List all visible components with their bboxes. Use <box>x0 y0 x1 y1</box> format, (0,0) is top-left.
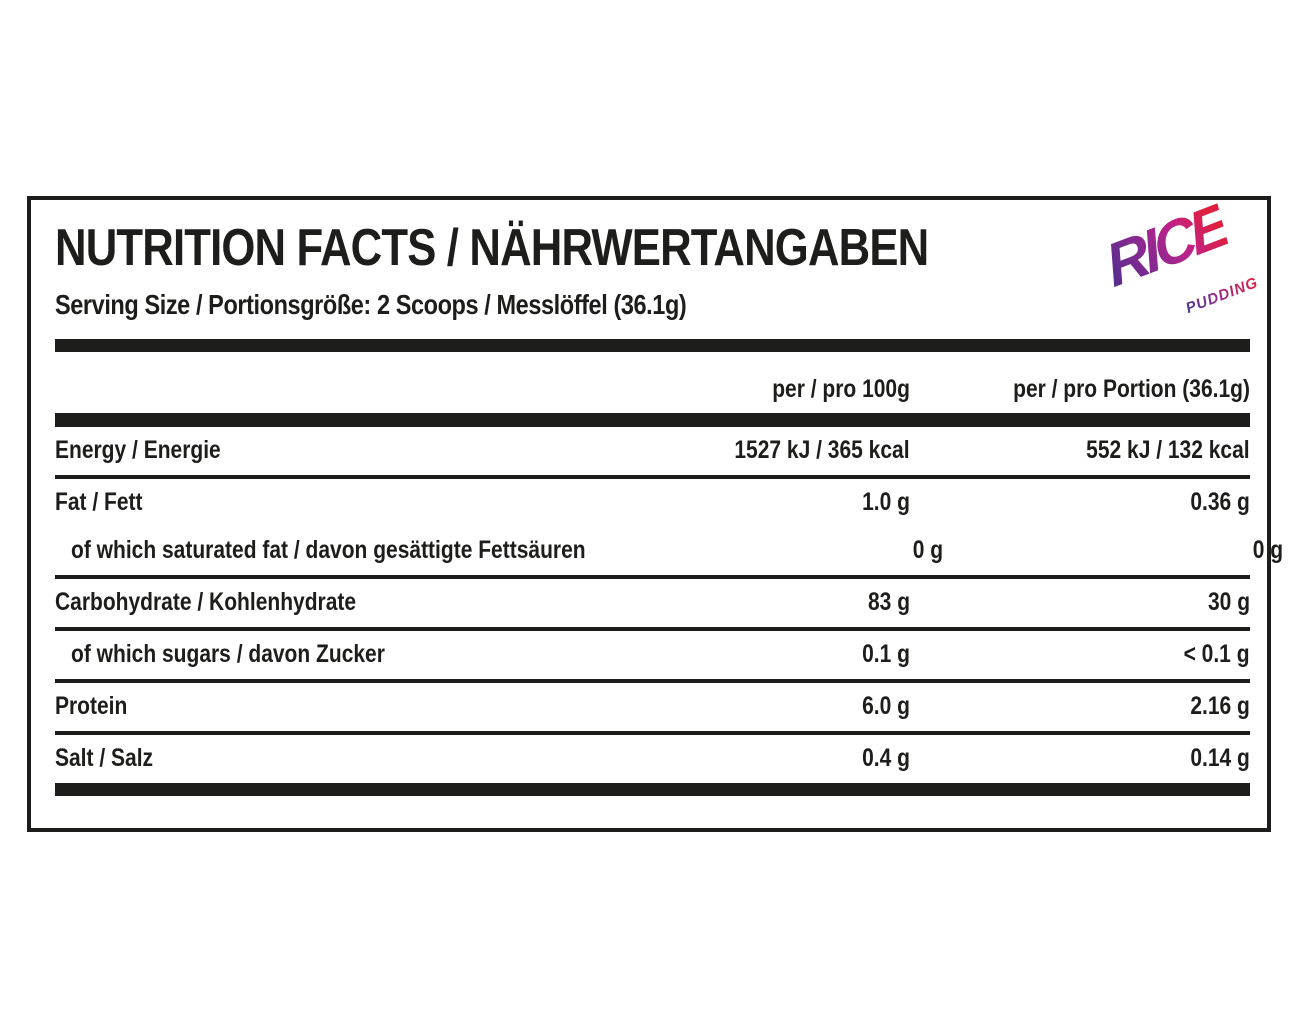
row-value-per-100g: 83 g <box>867 588 910 617</box>
row-label: Fat / Fett <box>55 488 143 517</box>
row-value-per-100g: 1.0 g <box>862 488 910 517</box>
table-row-saturated-fat: of which saturated fat / davon gesättigt… <box>55 527 1284 575</box>
row-label: Protein <box>55 692 128 721</box>
table-row-fat: Fat / Fett 1.0 g 0.36 g <box>55 479 1250 527</box>
row-value-per-100g: 1527 kJ / 365 kcal <box>734 436 910 465</box>
separator-bar-bottom <box>55 782 1250 796</box>
row-value-per-portion: < 0.1 g <box>1184 640 1250 669</box>
row-divider <box>55 574 1250 579</box>
row-value-per-100g: 0.1 g <box>862 640 910 669</box>
row-divider <box>55 678 1250 683</box>
row-value-per-portion: 0.36 g <box>1190 488 1250 517</box>
brand-subname-pudding: PUDDING <box>1183 273 1261 318</box>
serving-size-line: Serving Size / Portionsgröße: 2 Scoops /… <box>55 289 1250 321</box>
row-value-per-100g: 6.0 g <box>862 692 910 721</box>
nutrition-label: NUTRITION FACTS / NÄHRWERTANGABEN Servin… <box>27 196 1284 832</box>
table-row-salt: Salt / Salz 0.4 g 0.14 g <box>55 735 1250 783</box>
row-label: Carbohydrate / Kohlenhydrate <box>55 588 357 617</box>
row-divider <box>55 626 1250 631</box>
page-title: NUTRITION FACTS / NÄHRWERTANGABEN <box>55 222 1250 274</box>
table-row-energy: Energy / Energie 1527 kJ / 365 kcal 552 … <box>55 427 1250 475</box>
row-divider <box>55 474 1250 479</box>
row-divider <box>55 730 1250 735</box>
row-label: Energy / Energie <box>55 436 221 465</box>
brand-name-rice: RICE <box>1099 190 1232 301</box>
row-label: of which sugars / davon Zucker <box>71 640 385 669</box>
column-header-per-portion: per / pro Portion (36.1g) <box>1013 374 1250 403</box>
table-row-protein: Protein 6.0 g 2.16 g <box>55 683 1250 731</box>
row-value-per-portion: 2.16 g <box>1190 692 1250 721</box>
row-value-per-100g: 0.4 g <box>862 744 910 773</box>
brand-logo: RICE PUDDING <box>1098 191 1278 324</box>
page-title-text: NUTRITION FACTS / NÄHRWERTANGABEN <box>55 219 929 277</box>
row-value-per-portion: 30 g <box>1207 588 1250 617</box>
serving-size-text: Serving Size / Portionsgröße: 2 Scoops /… <box>55 289 687 320</box>
table-header-row: per / pro 100g per / pro Portion (36.1g) <box>55 352 1250 413</box>
separator-bar-top <box>55 338 1250 352</box>
row-value-per-portion: 0.14 g <box>1190 744 1250 773</box>
table-row-carbohydrate: Carbohydrate / Kohlenhydrate 83 g 30 g <box>55 579 1250 627</box>
row-value-per-portion: 0 g <box>1253 536 1284 565</box>
row-value-per-100g: 0 g <box>913 536 944 565</box>
row-value-per-portion: 552 kJ / 132 kcal <box>1086 436 1250 465</box>
separator-bar-header <box>55 412 1250 427</box>
row-label: Salt / Salz <box>55 744 154 773</box>
column-header-per-100g: per / pro 100g <box>772 374 910 403</box>
row-label: of which saturated fat / davon gesättigt… <box>71 536 586 565</box>
table-row-sugars: of which sugars / davon Zucker 0.1 g < 0… <box>55 631 1250 679</box>
